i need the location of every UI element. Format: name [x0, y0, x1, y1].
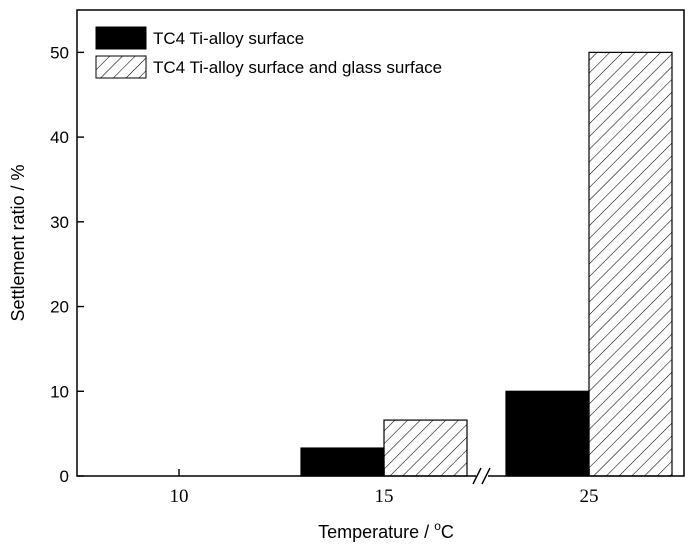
legend-label-solid: TC4 Ti-alloy surface — [153, 29, 304, 48]
x-axis-ticks: 10 15 25 — [170, 469, 599, 507]
x-tick-label: 15 — [375, 486, 394, 507]
legend-label-hatched: TC4 Ti-alloy surface and glass surface — [153, 58, 442, 77]
x-axis-label-unit: C — [441, 522, 454, 542]
axis-break-mark — [472, 467, 491, 485]
x-axis-label-degree: o — [434, 519, 441, 533]
legend-swatch-solid — [95, 26, 147, 50]
y-tick-label: 40 — [50, 128, 69, 147]
bar-hatched-25 — [588, 51, 673, 477]
y-axis-ticks: 0 10 20 30 40 50 — [50, 43, 84, 486]
x-tick-label: 25 — [580, 486, 599, 507]
y-tick-label: 30 — [50, 213, 69, 232]
y-axis-label: Settlement ratio / % — [8, 164, 28, 321]
x-axis-label-main: Temperature / — [318, 522, 434, 542]
y-tick-label: 10 — [50, 382, 69, 401]
legend: TC4 Ti-alloy surface TC4 Ti-alloy surfac… — [95, 26, 442, 79]
x-axis-label: Temperature / oC — [318, 519, 454, 542]
bar-solid-15 — [300, 447, 385, 477]
bars — [300, 51, 673, 477]
y-tick-label: 0 — [60, 467, 69, 486]
bar-solid-25 — [505, 390, 590, 477]
legend-swatch-hatched — [95, 55, 147, 79]
y-tick-label: 50 — [50, 43, 69, 62]
y-tick-label: 20 — [50, 298, 69, 317]
x-tick-label: 10 — [170, 486, 189, 507]
bar-hatched-15 — [383, 419, 468, 477]
